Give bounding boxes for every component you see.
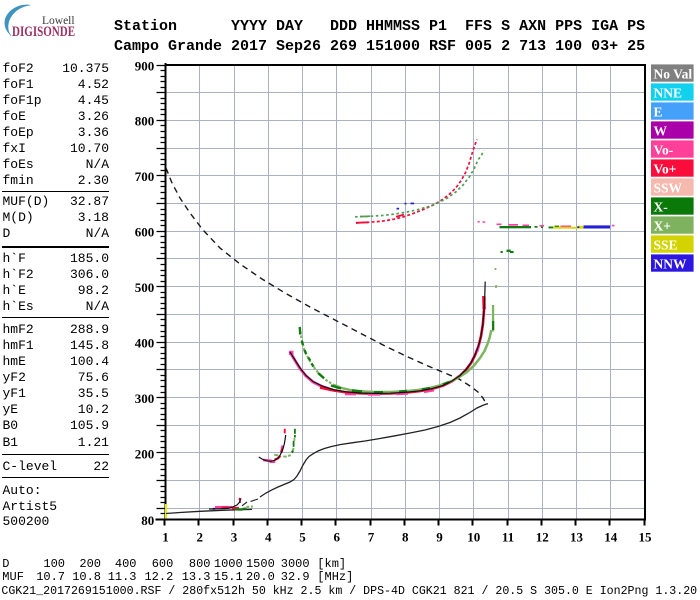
svg-text:300: 300 (135, 391, 155, 406)
svg-text:80: 80 (141, 513, 154, 528)
svg-text:NNW: NNW (654, 256, 687, 271)
svg-text:W: W (654, 123, 668, 138)
svg-text:X-: X- (654, 199, 668, 214)
svg-text:2: 2 (197, 530, 204, 545)
svg-text:900: 900 (135, 58, 155, 73)
svg-text:7: 7 (368, 530, 375, 545)
svg-text:4: 4 (265, 530, 272, 545)
svg-text:X+: X+ (654, 218, 671, 233)
svg-text:SSW: SSW (654, 180, 683, 195)
svg-text:13: 13 (570, 530, 584, 545)
svg-text:SSE: SSE (654, 237, 678, 252)
svg-text:11: 11 (502, 530, 514, 545)
svg-text:500: 500 (135, 280, 155, 295)
svg-text:800: 800 (135, 114, 155, 129)
svg-text:6: 6 (334, 530, 341, 545)
svg-text:1: 1 (162, 530, 169, 545)
svg-text:200: 200 (135, 446, 155, 461)
svg-text:Vo-: Vo- (654, 142, 674, 157)
svg-text:Vo+: Vo+ (654, 161, 677, 176)
svg-text:10: 10 (467, 530, 480, 545)
svg-text:No Val: No Val (654, 66, 693, 81)
svg-text:NNE: NNE (654, 85, 683, 100)
svg-text:15: 15 (639, 530, 653, 545)
svg-text:3: 3 (231, 530, 238, 545)
svg-text:E: E (654, 104, 663, 119)
svg-text:700: 700 (135, 169, 155, 184)
svg-text:9: 9 (436, 530, 443, 545)
svg-text:14: 14 (604, 530, 618, 545)
svg-text:8: 8 (402, 530, 409, 545)
svg-text:600: 600 (135, 225, 155, 240)
svg-text:12: 12 (536, 530, 549, 545)
svg-text:5: 5 (299, 530, 306, 545)
svg-text:400: 400 (135, 335, 155, 350)
